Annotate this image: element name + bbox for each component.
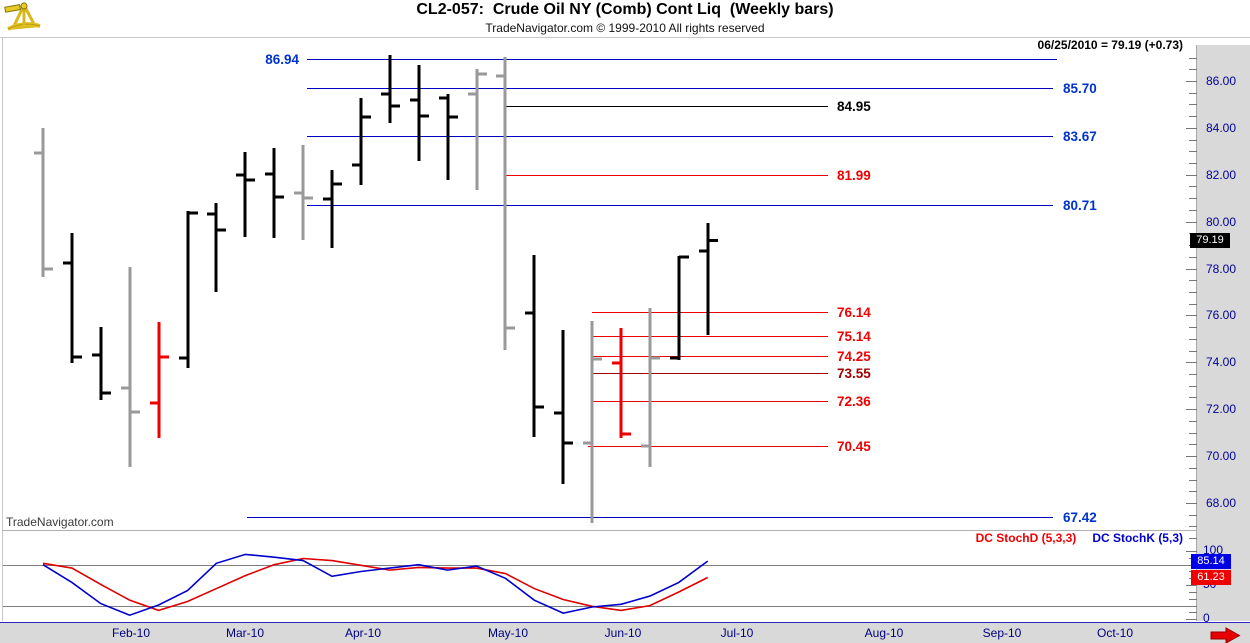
stochd-value-badge: 61.23 xyxy=(1191,570,1231,585)
level-label-70.45: 70.45 xyxy=(837,439,871,454)
watermark: TradeNavigator.com xyxy=(6,515,114,529)
price-axis[interactable] xyxy=(1196,45,1250,621)
time-axis-label: Feb-10 xyxy=(112,626,150,640)
stochk-legend-label[interactable]: DC StochK (5,3) xyxy=(1092,531,1183,545)
price-axis-label: 80.00 xyxy=(1206,215,1236,229)
level-label-73.55: 73.55 xyxy=(837,366,871,381)
level-label-67.42: 67.42 xyxy=(1063,510,1097,525)
indicator-legend: DC StochD (5,3,3) DC StochK (5,3) xyxy=(976,531,1183,545)
gold-sextant-icon xyxy=(4,1,41,31)
chart-subtitle: TradeNavigator.com © 1999-2010 All right… xyxy=(485,21,765,35)
scroll-right-arrow-icon[interactable] xyxy=(1210,627,1241,643)
stochd-line xyxy=(42,557,709,612)
level-label-75.14: 75.14 xyxy=(837,329,871,344)
stoch-axis-label: 100 xyxy=(1203,543,1223,557)
time-axis-label: Jul-10 xyxy=(721,626,754,640)
stochk-line xyxy=(42,553,709,617)
price-axis-label: 86.00 xyxy=(1206,74,1236,88)
level-label-72.36: 72.36 xyxy=(837,394,871,409)
price-axis-label: 72.00 xyxy=(1206,402,1236,416)
stochk-value-badge: 85.14 xyxy=(1191,554,1231,569)
level-label-76.14: 76.14 xyxy=(837,305,871,320)
price-axis-label: 78.00 xyxy=(1206,262,1236,276)
time-axis-label: Oct-10 xyxy=(1097,626,1133,640)
level-label-80.71: 80.71 xyxy=(1063,198,1097,213)
price-axis-label: 68.00 xyxy=(1206,496,1236,510)
level-label-85.70: 85.70 xyxy=(1063,81,1097,96)
level-label-86.94: 86.94 xyxy=(265,52,299,67)
price-axis-label: 84.00 xyxy=(1206,121,1236,135)
price-axis-label: 74.00 xyxy=(1206,355,1236,369)
tradenavigator-logo[interactable] xyxy=(3,1,45,34)
time-axis-label: Jun-10 xyxy=(605,626,642,640)
time-axis[interactable] xyxy=(0,622,1250,643)
price-axis-label: 76.00 xyxy=(1206,308,1236,322)
time-axis-label: May-10 xyxy=(488,626,528,640)
level-label-84.95: 84.95 xyxy=(837,99,871,114)
level-label-74.25: 74.25 xyxy=(837,349,871,364)
last-quote-readout: 06/25/2010 = 79.19 (+0.73) xyxy=(1037,38,1183,52)
time-axis-label: Apr-10 xyxy=(345,626,381,640)
time-axis-label: Aug-10 xyxy=(865,626,904,640)
price-axis-label: 70.00 xyxy=(1206,449,1236,463)
stoch-axis-label: 0 xyxy=(1203,611,1210,625)
level-label-83.67: 83.67 xyxy=(1063,129,1097,144)
level-label-81.99: 81.99 xyxy=(837,168,871,183)
chart-title: CL2-057: Crude Oil NY (Comb) Cont Liq (W… xyxy=(416,1,834,18)
time-axis-label: Mar-10 xyxy=(226,626,264,640)
time-axis-label: Sep-10 xyxy=(983,626,1022,640)
stochd-legend-label[interactable]: DC StochD (5,3,3) xyxy=(975,531,1077,545)
last-price-badge: 79.19 xyxy=(1190,233,1230,248)
price-axis-label: 82.00 xyxy=(1206,168,1236,182)
